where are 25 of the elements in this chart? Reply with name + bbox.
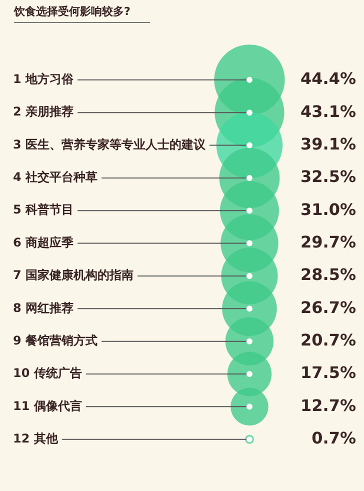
category-label: 8 网红推荐 bbox=[13, 300, 74, 315]
data-label: 0.7% bbox=[312, 428, 356, 448]
data-label: 26.7% bbox=[300, 298, 356, 317]
data-label: 20.7% bbox=[300, 330, 356, 350]
data-label: 29.7% bbox=[300, 232, 356, 252]
category-label: 7 国家健康机构的指南 bbox=[13, 268, 134, 282]
category-label: 10 传统广告 bbox=[13, 366, 82, 380]
data-label: 17.5% bbox=[300, 363, 356, 382]
data-label: 32.5% bbox=[300, 167, 356, 186]
data-label: 28.5% bbox=[300, 265, 356, 284]
data-label: 44.4% bbox=[300, 69, 356, 88]
category-label: 5 科普节目 bbox=[13, 202, 74, 217]
data-label: 12.7% bbox=[300, 396, 356, 415]
category-label: 2 亲朋推荐 bbox=[13, 104, 74, 119]
data-label: 43.1% bbox=[300, 102, 356, 121]
category-label: 6 商超应季 bbox=[13, 235, 75, 250]
data-label: 39.1% bbox=[300, 134, 356, 154]
category-label: 11 偶像代言 bbox=[13, 398, 82, 413]
category-label: 1 地方习俗 bbox=[13, 72, 75, 86]
text: 饮食选择受何影响较多? bbox=[14, 4, 150, 23]
category-label: 12 其他 bbox=[13, 431, 59, 446]
category-label: 9 餐馆营销方式 bbox=[13, 333, 98, 348]
category-label: 4 社交平台种草 bbox=[13, 170, 98, 184]
data-label: 31.0% bbox=[300, 200, 356, 219]
category-label: 3 医生、营养专家等专业人士的建议 bbox=[13, 137, 207, 152]
